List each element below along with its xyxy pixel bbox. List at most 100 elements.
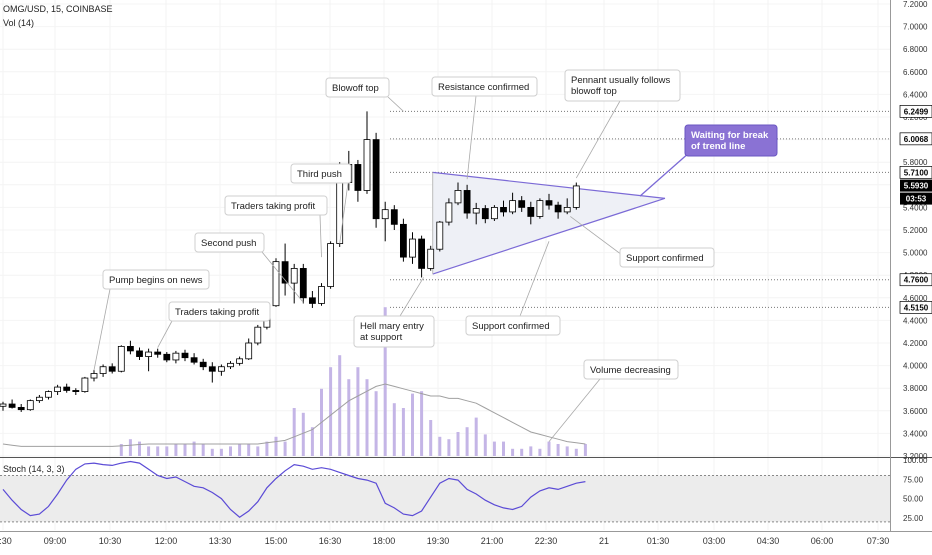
annotation-pump[interactable]: Pump begins on news [93, 269, 210, 371]
annotation-box[interactable] [465, 315, 561, 336]
annotation-blowoff[interactable]: Blowoff top [325, 77, 404, 112]
volume-bar [456, 432, 460, 456]
annotation-box[interactable] [224, 195, 328, 216]
bearish-candle [17, 407, 25, 411]
volume-bar [183, 444, 187, 456]
price-axis-tick-label: 3.6000 [903, 407, 928, 416]
time-axis-tick-label: 01:30 [647, 536, 670, 546]
bullish-candle [54, 386, 61, 392]
volume-bar [265, 441, 269, 456]
annotation-resistance[interactable]: Resistance confirmed [431, 76, 538, 180]
time-axis-tick-label: 21 [599, 536, 609, 546]
annotation-box[interactable] [194, 232, 265, 253]
annotation-text: Waiting for break [691, 130, 769, 141]
annotation-profit2[interactable]: Traders taking profit [224, 195, 328, 258]
price-tag-box [899, 132, 932, 146]
price-tag-label: 5.7100 [904, 168, 929, 177]
volume-bar [210, 448, 214, 456]
price-axis-tick-label: 4.6000 [903, 294, 928, 303]
pennant-pattern[interactable] [432, 171, 666, 275]
bullish-candle [563, 206, 571, 213]
annotation-pointer [519, 241, 550, 317]
volume-bar [429, 420, 433, 456]
volume-bar [256, 446, 260, 456]
bullish-candle [245, 342, 253, 360]
bearish-candle [63, 386, 71, 391]
bearish-candle [190, 357, 198, 363]
bullish-candle [381, 209, 389, 220]
stoch-band [0, 475, 890, 522]
annotation-box[interactable] [684, 124, 778, 157]
volume-bar [365, 379, 369, 456]
annotation-box[interactable] [431, 76, 538, 97]
annotation-volume[interactable]: Volume decreasing [548, 359, 679, 442]
price-axis-tick-label: 3.8000 [903, 384, 928, 393]
bullish-candle [145, 351, 153, 357]
annotation-text: blowoff top [571, 86, 617, 97]
bearish-candle [527, 206, 535, 217]
bullish-candle [509, 200, 517, 213]
annotation-box[interactable] [290, 163, 352, 184]
annotation-box[interactable] [583, 359, 679, 380]
pennant-resistance-line[interactable] [432, 171, 666, 199]
annotation-text: Support confirmed [626, 253, 704, 264]
pennant-support-line[interactable] [432, 197, 666, 275]
price-axis-tick-label: 4.0000 [903, 362, 928, 371]
annotation-support-right[interactable]: Support confirmed [570, 216, 715, 268]
volume-bar [529, 446, 533, 456]
annotation-pointer [466, 95, 477, 180]
bearish-candle [481, 208, 489, 220]
stoch-pane [0, 460, 890, 523]
bullish-candle [172, 352, 180, 361]
annotation-text: Pennant usually follows [571, 75, 671, 86]
bullish-candle [0, 403, 7, 407]
volume-bar [338, 355, 342, 456]
annotation-profit1[interactable]: Traders taking profit [157, 301, 271, 348]
annotation-text: Traders taking profit [175, 307, 259, 318]
annotation-box[interactable] [564, 69, 681, 102]
volume-bar [574, 448, 578, 456]
annotation-text: of trend line [691, 141, 745, 152]
annotation-box[interactable] [353, 315, 435, 348]
volume-bar [192, 441, 196, 456]
time-axis-tick-label: 18:00 [373, 536, 396, 546]
volume-pane [2, 307, 587, 456]
annotation-support-bottom[interactable]: Support confirmed [465, 241, 561, 336]
volume-bar [447, 439, 451, 456]
time-axis-tick-label: 16:30 [319, 536, 342, 546]
chart-header: OMG/USD, 15, COINBASE Vol (14) Stoch (14… [3, 4, 113, 474]
annotation-box[interactable] [325, 77, 390, 98]
bearish-candle [463, 190, 471, 214]
volume-bar [474, 417, 478, 456]
bearish-candle [399, 223, 407, 258]
volume-bar [565, 446, 569, 456]
bullish-candle [26, 400, 34, 411]
annotation-box[interactable] [619, 247, 715, 268]
price-axis-tick-label: 4.2000 [903, 339, 928, 348]
price-tag-box [900, 179, 932, 192]
bearish-candle [199, 361, 207, 368]
price-axis-tick-label: 4.4000 [903, 316, 928, 325]
annotation-pointer [157, 320, 173, 348]
annotation-third-push[interactable]: Third push [290, 163, 352, 244]
volume-bar [174, 444, 178, 456]
volume-bar [201, 444, 205, 456]
price-axes: 100.00 75.00 50.00 25.00 7.2000 7.0000 6.8000 6… [899, 0, 932, 523]
bullish-candle [45, 391, 52, 398]
bearish-candle [208, 366, 216, 372]
volume-bar [438, 436, 442, 456]
annotations-layer[interactable]: Pump begins on news Traders taking profit… [93, 69, 778, 442]
bearish-candle [545, 200, 553, 206]
annotation-box[interactable] [102, 269, 210, 290]
volume-bar [292, 408, 296, 456]
time-axis-tick-label: 10:30 [99, 536, 122, 546]
annotation-box[interactable] [168, 301, 271, 322]
price-tag-label: 5.5930 [904, 182, 929, 191]
annotation-second-push[interactable]: Second push [194, 232, 304, 303]
stoch-axis-tick-label: 25.00 [903, 514, 924, 523]
